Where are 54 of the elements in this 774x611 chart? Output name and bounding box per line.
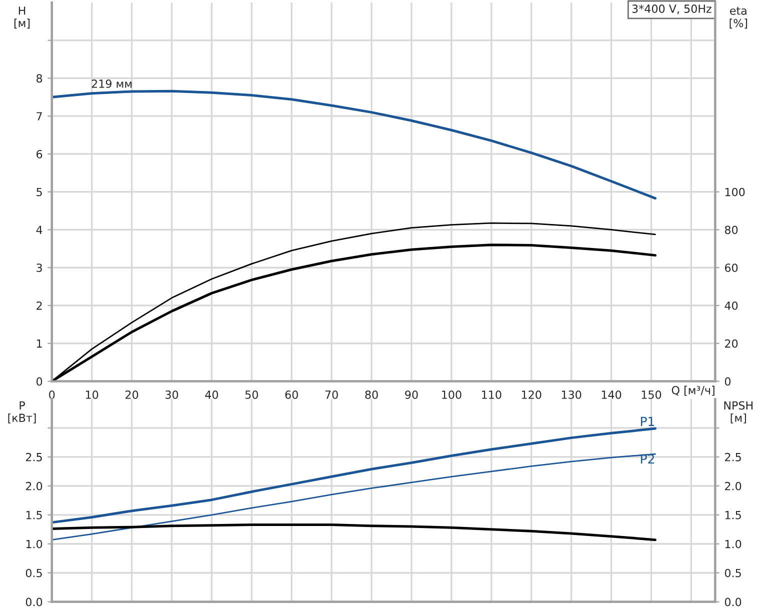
x-tick-label: 90 bbox=[405, 390, 418, 399]
x-tick-label: 70 bbox=[325, 390, 338, 399]
y2-axis-title: NPSH [м] bbox=[724, 401, 753, 424]
y-tick-label: 1.5 bbox=[26, 511, 42, 520]
y-tick-label: 2.5 bbox=[26, 452, 42, 462]
y-tick-label: 4 bbox=[36, 226, 42, 234]
x-axis-title: Q [м³/ч] bbox=[672, 386, 714, 396]
y2-tick-label: 1.5 bbox=[725, 511, 741, 520]
y-tick-label: 1 bbox=[36, 340, 42, 348]
x-tick-label: 130 bbox=[562, 390, 582, 399]
y2-tick-label: 0.0 bbox=[724, 598, 742, 606]
line-series bbox=[52, 90, 656, 200]
y-tick-label: 5 bbox=[36, 188, 42, 196]
series-label: P1 bbox=[640, 416, 654, 426]
x-tick-label: 10 bbox=[86, 390, 98, 399]
x-tick-label: 80 bbox=[365, 390, 378, 399]
y2-tick-label: 100 bbox=[725, 188, 745, 196]
x-tick-label: 100 bbox=[442, 390, 462, 399]
line-series bbox=[52, 427, 656, 524]
y-tick-label: 1.0 bbox=[26, 540, 42, 548]
x-tick-label: 140 bbox=[602, 390, 622, 399]
x-tick-label: 30 bbox=[166, 390, 178, 399]
y2-tick-label: 1.0 bbox=[725, 540, 742, 548]
y-tick-label: 0.5 bbox=[26, 568, 42, 578]
y2-tick-label: 40 bbox=[724, 301, 738, 310]
y2-tick-label: 60 bbox=[724, 264, 738, 272]
y-tick-label: 3 bbox=[36, 264, 42, 272]
x-tick-label: 20 bbox=[126, 390, 138, 399]
x-tick-label: 40 bbox=[205, 390, 218, 399]
y-tick-label: 2 bbox=[36, 301, 42, 310]
y2-tick-label: 0.5 bbox=[724, 568, 741, 578]
chart-title: 3*400 V, 50Hz bbox=[632, 4, 712, 14]
y2-axis-title: eta [%] bbox=[730, 6, 748, 29]
y-axis-title: P [кВт] bbox=[8, 401, 36, 424]
y-axis-title: H [м] bbox=[14, 6, 30, 29]
y2-tick-label: 2.5 bbox=[725, 452, 741, 462]
x-tick-label: 60 bbox=[285, 390, 298, 399]
y-tick-label: 0 bbox=[36, 377, 42, 386]
y-tick-label: 6 bbox=[36, 150, 42, 158]
y-tick-label: 2.0 bbox=[26, 482, 42, 490]
x-tick-label: 120 bbox=[522, 390, 542, 399]
annotation: 219 мм bbox=[92, 80, 132, 88]
x-tick-label: 110 bbox=[482, 390, 502, 399]
y-tick-label: 0.0 bbox=[26, 598, 42, 606]
y2-tick-label: 80 bbox=[724, 226, 738, 234]
line-series bbox=[52, 524, 656, 542]
y2-tick-label: 2.0 bbox=[725, 482, 742, 490]
x-tick-label: 50 bbox=[245, 390, 258, 399]
x-tick-label: 150 bbox=[642, 390, 662, 399]
y-tick-label: 8 bbox=[36, 74, 42, 83]
y2-tick-label: 0 bbox=[724, 377, 731, 386]
y-tick-label: 7 bbox=[36, 112, 42, 120]
y2-tick-label: 20 bbox=[725, 339, 738, 348]
line-series bbox=[52, 453, 656, 541]
